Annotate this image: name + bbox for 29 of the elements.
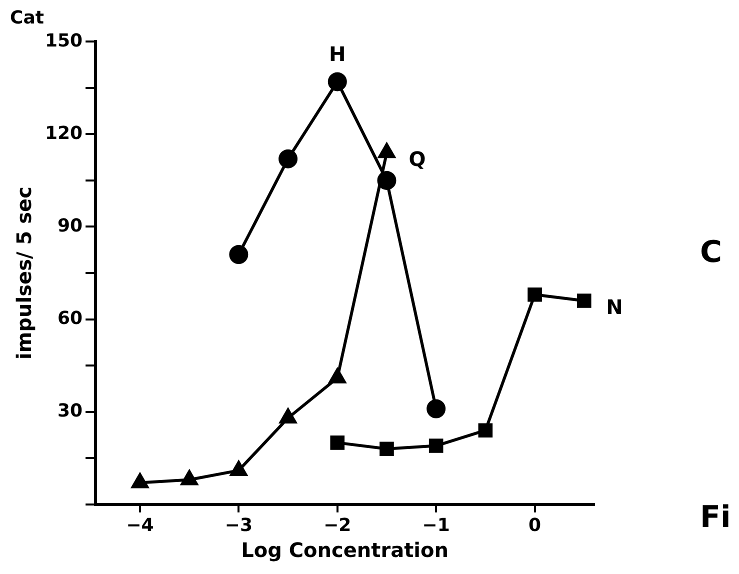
point (278, 149, 298, 168)
y-tick-label: 150 (44, 30, 83, 52)
y-axis-title: impulses/ 5 sec (12, 186, 36, 360)
point (576, 294, 592, 308)
x-tick-label: −1 (422, 514, 450, 536)
y-tick-label: 120 (44, 122, 83, 144)
point (426, 399, 446, 418)
point (478, 423, 493, 438)
series-label: H (329, 42, 346, 66)
x-tick-label: 0 (528, 514, 542, 536)
y-tick-label: 90 (58, 215, 83, 236)
y-tick-label: 60 (58, 308, 83, 329)
point (229, 244, 248, 264)
y-tick-label: 30 (58, 400, 83, 422)
x-tick-label: −2 (324, 514, 352, 536)
point (330, 436, 345, 450)
text: Fi (700, 500, 731, 535)
text: C (700, 235, 722, 270)
point (380, 442, 394, 456)
chart-title: Cat (10, 7, 44, 28)
x-axis-title: Log Concentration (241, 538, 448, 562)
series-label: N (606, 294, 623, 319)
point (428, 438, 444, 453)
x-tick-label: −3 (224, 514, 252, 536)
series-label: Q (408, 146, 426, 171)
x-tick-label: −4 (126, 514, 154, 536)
point (528, 287, 542, 302)
point (328, 72, 347, 92)
point (377, 170, 396, 190)
